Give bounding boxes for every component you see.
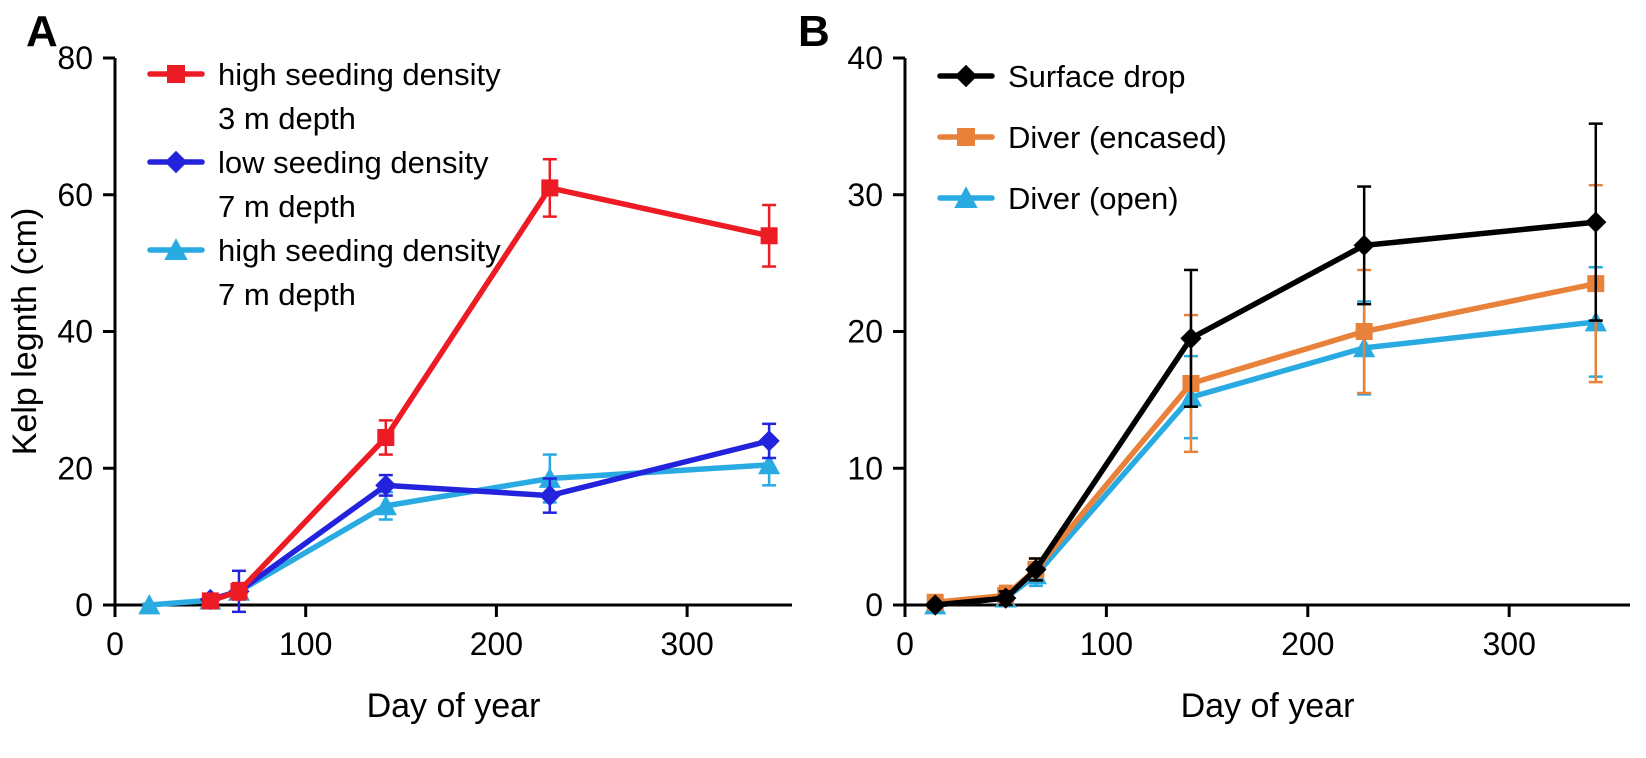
y-tick-label: 0 [75, 587, 93, 623]
legend-triangle-marker [164, 238, 188, 260]
diamond-marker [375, 474, 397, 496]
y-tick-label: 10 [847, 450, 883, 486]
diamond-marker [1180, 327, 1202, 349]
legend-label: high seeding density [218, 233, 501, 268]
square-marker [201, 592, 219, 610]
y-tick-label: 80 [57, 40, 93, 76]
diamond-marker [995, 587, 1017, 609]
triangle-marker [758, 453, 781, 475]
square-marker [760, 227, 778, 245]
series-group [138, 157, 781, 615]
square-marker [541, 179, 559, 197]
panel-label-b: B [798, 7, 830, 56]
square-marker [377, 428, 395, 446]
x-tick-label: 100 [1080, 626, 1133, 662]
legend-label: 7 m depth [218, 277, 356, 312]
series-diver-encased [926, 183, 1605, 611]
series-group [924, 122, 1607, 616]
legend-entry-high-seeding-density-3-m-depth: high seeding density 3 m depth [147, 57, 501, 136]
legend-label: Surface drop [1008, 59, 1186, 94]
series-diver-open [924, 265, 1607, 615]
legend-entry-low-seeding-density-7-m-depth: low seeding density 7 m depth [147, 145, 489, 224]
y-tick-label: 30 [847, 177, 883, 213]
y-tick-label: 60 [57, 177, 93, 213]
panel-a: A 0 100 200 300 0 20 40 60 80 Day of year Kelp legn… [6, 7, 792, 725]
legend-square-marker [167, 65, 185, 83]
y-axis-title: Kelp legnth (cm) [6, 208, 44, 456]
series-low-seeding-density-7-m-depth [199, 422, 780, 614]
axes: 0 100 200 300 0 20 40 60 80 [57, 40, 792, 662]
x-tick-label: 300 [660, 626, 713, 662]
x-tick-label: 300 [1482, 626, 1535, 662]
legend-label: high seeding density [218, 57, 501, 92]
legend-label: low seeding density [218, 145, 489, 180]
x-tick-label: 100 [279, 626, 332, 662]
y-tick-label: 20 [57, 450, 93, 486]
diamond-marker [1353, 234, 1375, 256]
legend-entry-surface-drop: Surface drop [937, 59, 1186, 94]
y-tick-label: 20 [847, 314, 883, 350]
legend-entry-diver-encased: Diver (encased) [937, 120, 1227, 155]
x-tick-label: 0 [896, 626, 914, 662]
y-tick-label: 0 [865, 587, 883, 623]
square-marker [1355, 323, 1373, 340]
legend: Surface drop Diver (encased) Diver (open) [937, 59, 1227, 216]
legend-label: Diver (open) [1008, 181, 1179, 216]
x-axis-title: Day of year [1181, 687, 1355, 725]
legend: high seeding density 3 m depth low seeding… [147, 57, 501, 312]
series-surface-drop [924, 122, 1607, 616]
legend-entry-high-seeding-density-7-m-depth: high seeding density 7 m depth [147, 233, 501, 312]
data-line [146, 462, 772, 608]
triangle-marker [138, 593, 161, 615]
data-line [207, 438, 772, 603]
data-line [932, 219, 1599, 608]
diamond-marker [539, 484, 561, 507]
x-axis-title: Day of year [367, 687, 541, 725]
legend-triangle-marker [954, 186, 978, 208]
series-high-seeding-density-3-m-depth [201, 157, 778, 610]
triangle-marker [374, 494, 397, 516]
panel-label-a: A [26, 7, 58, 56]
legend-label: 3 m depth [218, 101, 356, 136]
legend-entry-diver-open: Diver (open) [937, 181, 1179, 216]
legend-label: 7 m depth [218, 189, 356, 224]
axes: 0 100 200 300 0 10 20 30 40 [847, 40, 1630, 662]
diamond-marker [924, 594, 946, 616]
x-tick-label: 200 [1281, 626, 1334, 662]
legend-diamond-marker [954, 64, 978, 88]
x-tick-label: 200 [470, 626, 523, 662]
x-tick-label: 0 [106, 626, 124, 662]
series-high-seeding-density-7-m-depth [138, 443, 781, 615]
legend-label: Diver (encased) [1008, 120, 1227, 155]
legend-square-marker [957, 128, 975, 146]
diamond-marker [758, 430, 780, 452]
diamond-marker [1585, 211, 1607, 233]
square-marker [230, 582, 248, 600]
panel-b: B 0 100 200 300 0 10 20 30 40 Day of year Surface d… [798, 7, 1630, 725]
y-tick-label: 40 [57, 314, 93, 350]
legend-diamond-marker [164, 150, 188, 174]
y-tick-label: 40 [847, 40, 883, 76]
diamond-marker [1025, 558, 1047, 581]
